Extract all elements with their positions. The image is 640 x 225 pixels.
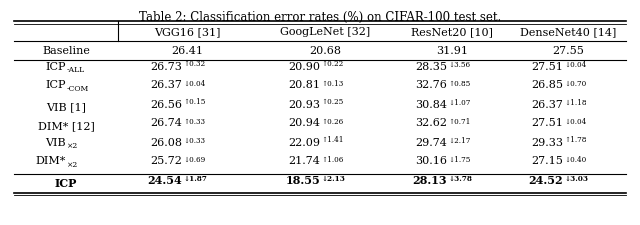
Text: ICP: ICP — [45, 61, 66, 72]
Text: ↑1.06: ↑1.06 — [321, 155, 344, 164]
Text: ↑0.26: ↑0.26 — [321, 117, 343, 126]
Text: ↓3.03: ↓3.03 — [564, 175, 588, 182]
Text: ×2: ×2 — [67, 142, 78, 150]
Text: ↓1.18: ↓1.18 — [564, 99, 586, 106]
Text: ↓0.70: ↓0.70 — [564, 79, 586, 88]
Text: 26.37: 26.37 — [531, 99, 563, 110]
Text: ↑0.71: ↑0.71 — [448, 117, 470, 126]
Text: 18.55: 18.55 — [285, 175, 320, 185]
Text: -ALL: -ALL — [67, 66, 85, 74]
Text: 31.91: 31.91 — [436, 45, 468, 56]
Text: 30.84: 30.84 — [415, 99, 447, 110]
Text: ↓0.33: ↓0.33 — [183, 137, 205, 144]
Text: ↑0.15: ↑0.15 — [183, 99, 205, 106]
Text: ↑0.13: ↑0.13 — [321, 79, 343, 88]
Text: 32.62: 32.62 — [415, 119, 447, 128]
Text: 29.74: 29.74 — [415, 137, 447, 148]
Text: ↓2.13: ↓2.13 — [321, 175, 345, 182]
Text: 20.90: 20.90 — [288, 61, 320, 72]
Text: ↑1.41: ↑1.41 — [321, 137, 344, 144]
Text: 29.33: 29.33 — [531, 137, 563, 148]
Text: ↓1.75: ↓1.75 — [448, 155, 470, 164]
Text: Baseline: Baseline — [42, 45, 90, 56]
Text: ↑0.25: ↑0.25 — [321, 99, 343, 106]
Text: 26.85: 26.85 — [531, 81, 563, 90]
Text: DIM*: DIM* — [36, 157, 66, 166]
Text: ↓3.78: ↓3.78 — [448, 175, 472, 182]
Text: 27.55: 27.55 — [552, 45, 584, 56]
Text: ResNet20 [10]: ResNet20 [10] — [411, 27, 493, 37]
Text: 26.08: 26.08 — [150, 137, 182, 148]
Text: ↓0.40: ↓0.40 — [564, 155, 586, 164]
Text: 26.74: 26.74 — [150, 119, 182, 128]
Text: 20.81: 20.81 — [288, 81, 320, 90]
Text: ×2: ×2 — [67, 161, 78, 169]
Text: 30.16: 30.16 — [415, 157, 447, 166]
Text: 27.51: 27.51 — [531, 61, 563, 72]
Text: ↓0.69: ↓0.69 — [183, 155, 205, 164]
Text: ICP: ICP — [45, 81, 66, 90]
Text: 20.68: 20.68 — [309, 45, 341, 56]
Text: ↓3.56: ↓3.56 — [448, 61, 470, 68]
Text: VIB [1]: VIB [1] — [46, 103, 86, 112]
Text: ICP: ICP — [55, 178, 77, 189]
Text: ↓2.17: ↓2.17 — [448, 137, 470, 144]
Text: 26.56: 26.56 — [150, 99, 182, 110]
Text: Table 2: Classification error rates (%) on CIFAR-100 test set.: Table 2: Classification error rates (%) … — [139, 11, 501, 24]
Text: ↑0.22: ↑0.22 — [321, 61, 343, 68]
Text: 21.74: 21.74 — [288, 157, 320, 166]
Text: DenseNet40 [14]: DenseNet40 [14] — [520, 27, 616, 37]
Text: 22.09: 22.09 — [288, 137, 320, 148]
Text: 26.73: 26.73 — [150, 61, 182, 72]
Text: VIB: VIB — [45, 137, 66, 148]
Text: 28.13: 28.13 — [412, 175, 447, 185]
Text: ↓1.87: ↓1.87 — [183, 175, 207, 182]
Text: 28.35: 28.35 — [415, 61, 447, 72]
Text: 24.52: 24.52 — [529, 175, 563, 185]
Text: -COM: -COM — [67, 85, 89, 93]
Text: DIM* [12]: DIM* [12] — [38, 122, 95, 131]
Text: 20.94: 20.94 — [288, 119, 320, 128]
Text: 26.37: 26.37 — [150, 81, 182, 90]
Text: 27.51: 27.51 — [531, 119, 563, 128]
Text: 27.15: 27.15 — [531, 157, 563, 166]
Text: ↑0.33: ↑0.33 — [183, 117, 205, 126]
Text: ↑0.32: ↑0.32 — [183, 61, 205, 68]
Text: ↓0.04: ↓0.04 — [183, 79, 205, 88]
Text: 25.72: 25.72 — [150, 157, 182, 166]
Text: 32.76: 32.76 — [415, 81, 447, 90]
Text: VGG16 [31]: VGG16 [31] — [154, 27, 220, 37]
Text: 20.93: 20.93 — [288, 99, 320, 110]
Text: ↑0.85: ↑0.85 — [448, 79, 470, 88]
Text: ↓1.07: ↓1.07 — [448, 99, 470, 106]
Text: ↓0.04: ↓0.04 — [564, 61, 586, 68]
Text: 24.54: 24.54 — [147, 175, 182, 185]
Text: ↓0.04: ↓0.04 — [564, 117, 586, 126]
Text: 26.41: 26.41 — [171, 45, 203, 56]
Text: GoogLeNet [32]: GoogLeNet [32] — [280, 27, 370, 37]
Text: ↑1.78: ↑1.78 — [564, 137, 586, 144]
